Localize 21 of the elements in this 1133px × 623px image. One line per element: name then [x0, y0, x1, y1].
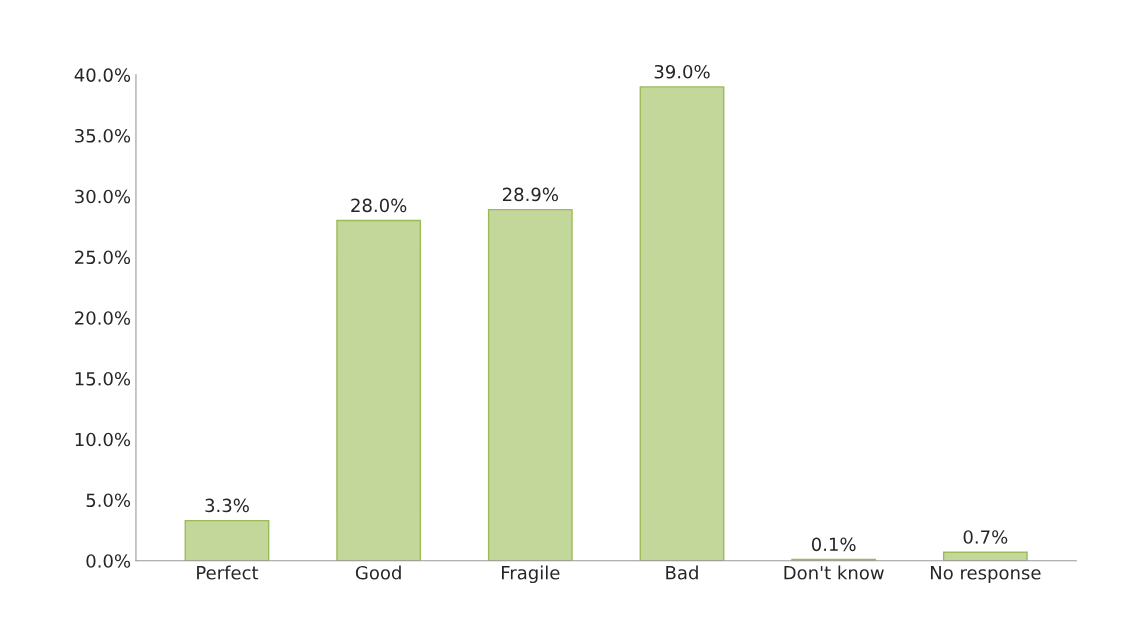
- y-tick-label: 35.0%: [75, 128, 131, 143]
- x-tick-label: Fragile: [502, 565, 560, 584]
- data-label: 0.7%: [963, 530, 1008, 544]
- y-tick-label: 40.0%: [74, 68, 131, 82]
- y-tick-label: 5.0%: [86, 493, 131, 508]
- data-label: 39.0%: [654, 64, 710, 79]
- y-tick-label: 0.0%: [86, 554, 131, 568]
- data-label: 28.0%: [351, 198, 407, 213]
- x-tick-label: Bad: [666, 565, 698, 580]
- y-tick-label: 10.0%: [75, 432, 131, 447]
- data-label: 28.9%: [502, 187, 558, 202]
- y-tick-label: 30.0%: [75, 189, 131, 204]
- y-tick-label: 15.0%: [75, 371, 131, 386]
- y-tick-label: 25.0%: [75, 250, 131, 265]
- x-tick-label: Don't know: [784, 565, 884, 580]
- y-tick-label: 20.0%: [75, 311, 131, 325]
- data-label: 3.3%: [205, 498, 249, 513]
- data-label: 0.1%: [811, 537, 856, 552]
- x-tick-label: Perfect: [197, 565, 259, 580]
- x-tick-label: No response: [930, 566, 1041, 584]
- x-tick-label: Good: [355, 565, 401, 580]
